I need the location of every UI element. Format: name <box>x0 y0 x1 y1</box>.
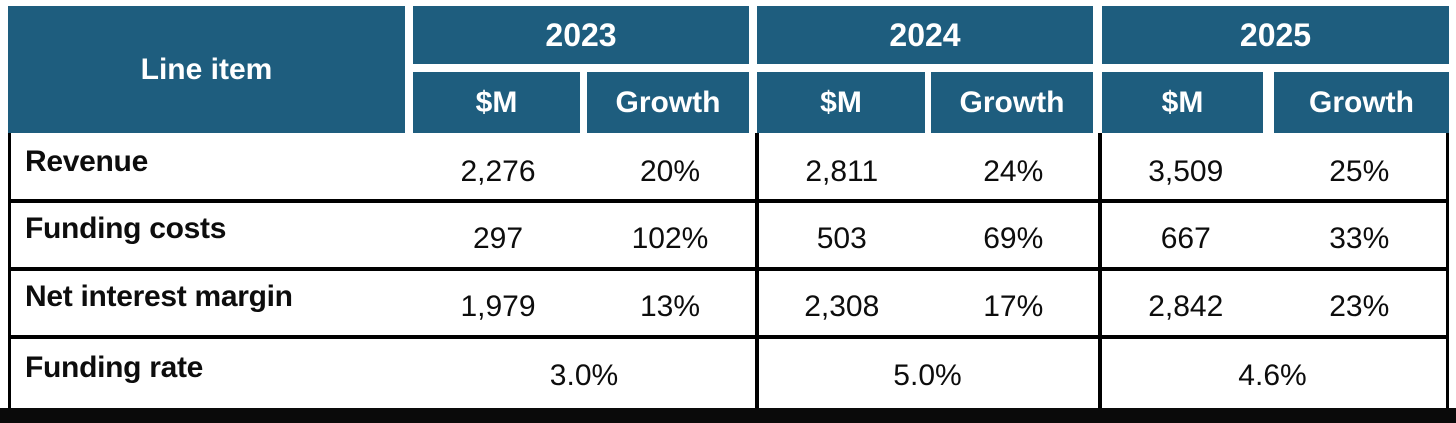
cell-value-spanned: 4.6% <box>1238 358 1307 392</box>
header-year-2025: 2025 <box>1102 6 1449 64</box>
cell-value: 2,811 <box>805 155 879 188</box>
row-2024-cells: 503 69% <box>756 199 1099 267</box>
cell-value: 17% <box>983 290 1044 323</box>
row-2024-cells: 2,811 24% <box>756 133 1099 199</box>
header-2023-m: $M <box>413 72 580 133</box>
cell-value: 20% <box>639 155 701 188</box>
row-label: Revenue <box>25 145 148 178</box>
header-2024-growth: Growth <box>931 72 1093 133</box>
cell-value: 69% <box>983 222 1044 255</box>
cell-value: 102% <box>631 222 709 255</box>
cell-value: 2,308 <box>804 290 880 323</box>
cell-value: 24% <box>983 155 1044 188</box>
table-bottom-bar <box>0 408 1456 423</box>
cell-value-spanned: 3.0% <box>549 358 619 392</box>
row-divider <box>8 267 1449 271</box>
cell-value: 2,842 <box>1148 290 1224 323</box>
cell-value: 503 <box>816 222 867 255</box>
row-2025-cells: 667 33% <box>1099 199 1446 267</box>
cell-value-spanned: 5.0% <box>893 358 962 392</box>
header-2025-growth: Growth <box>1274 72 1449 133</box>
header-year-2024: 2024 <box>757 6 1093 64</box>
header-2025-m: $M <box>1102 72 1263 133</box>
cell-value: 1,979 <box>460 290 536 323</box>
header-2024-m: $M <box>757 72 925 133</box>
row-2023-cells: 297 102% <box>412 199 756 267</box>
header-2023-growth: Growth <box>587 72 749 133</box>
table-row-funding-costs: Funding costs 297 102% 503 69% 667 33% <box>11 199 1446 267</box>
row-divider <box>8 335 1449 339</box>
cell-value: 667 <box>1160 222 1211 255</box>
cell-value: 33% <box>1329 222 1390 255</box>
row-2024-cells: 5.0% <box>756 335 1099 408</box>
row-2025-cells: 2,842 23% <box>1099 267 1446 335</box>
table-row-funding-rate: Funding rate 3.0% 5.0% 4.6% <box>11 335 1446 408</box>
row-2024-cells: 2,308 17% <box>756 267 1099 335</box>
cell-value: 3,509 <box>1148 155 1224 188</box>
row-2023-cells: 3.0% <box>412 335 756 408</box>
row-label: Funding costs <box>25 212 227 245</box>
row-2025-cells: 4.6% <box>1099 335 1446 408</box>
cell-value: 2,276 <box>460 155 536 188</box>
table-row-revenue: Revenue 2,276 20% 2,811 24% 3,509 25% <box>11 133 1446 199</box>
table-row-net-interest-margin: Net interest margin 1,979 13% 2,308 17% … <box>11 267 1446 335</box>
row-2023-cells: 2,276 20% <box>412 133 756 199</box>
row-2023-cells: 1,979 13% <box>412 267 756 335</box>
table-body: Revenue 2,276 20% 2,811 24% 3,509 25% Fu… <box>11 133 1446 408</box>
row-divider <box>8 199 1449 203</box>
header-year-2023: 2023 <box>413 6 749 64</box>
header-line-item: Line item <box>8 6 405 133</box>
cell-value: 23% <box>1329 290 1390 323</box>
row-2025-cells: 3,509 25% <box>1099 133 1446 199</box>
cell-value: 25% <box>1329 155 1390 188</box>
row-label: Funding rate <box>25 350 204 384</box>
row-label: Net interest margin <box>25 280 293 313</box>
cell-value: 13% <box>639 290 701 323</box>
cell-value: 297 <box>472 222 524 255</box>
